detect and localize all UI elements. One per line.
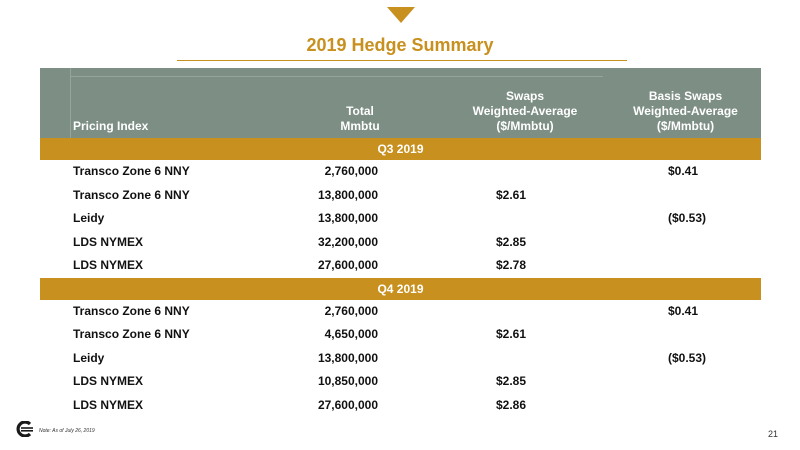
cell-swaps: $2.78 [496, 258, 527, 272]
table-row: LDS NYMEX 27,600,000 $2.78 [40, 254, 761, 278]
title-divider [177, 60, 627, 61]
cell-pricing-index: LDS NYMEX [73, 258, 144, 272]
page-number: 21 [767, 429, 778, 439]
header-basis-line-2: Weighted-Average [633, 104, 738, 118]
cell-total: 32,200,000 [317, 234, 378, 249]
cell-total: 4,650,000 [324, 327, 378, 341]
table-header: Pricing Index Total Mmbtu Swaps Weighted… [40, 68, 761, 138]
cell-swaps: $2.85 [496, 234, 527, 249]
cell-total: 13,800,000 [317, 350, 378, 365]
table-row: LDS NYMEX 27,600,000 $2.86 [40, 394, 761, 418]
cell-total: 2,760,000 [324, 164, 378, 178]
header-pricing-index: Pricing Index [73, 119, 149, 133]
cell-pricing-index: Leidy [73, 211, 105, 225]
cell-total: 2,760,000 [324, 303, 378, 318]
company-logo-icon [14, 420, 34, 442]
cell-basis: $0.41 [668, 303, 699, 318]
cell-swaps: $2.61 [496, 327, 527, 341]
table-row: Transco Zone 6 NNY 13,800,000 $2.61 [40, 184, 761, 208]
header-divider-horizontal [70, 76, 603, 77]
cell-pricing-index: Transco Zone 6 NNY [73, 187, 190, 202]
table-row: Leidy 13,800,000 ($0.53) [40, 207, 761, 231]
cell-pricing-index: Transco Zone 6 NNY [73, 327, 190, 341]
section-header-q3: Q3 2019 [40, 138, 761, 160]
header-basis-line-1: Basis Swaps [648, 89, 723, 103]
table-row: Transco Zone 6 NNY 2,760,000 $0.41 [40, 300, 761, 324]
cell-pricing-index: LDS NYMEX [73, 397, 144, 412]
cell-total: 10,850,000 [317, 374, 378, 388]
header-swaps: Swaps Weighted-Average ($/Mmbtu) [440, 89, 610, 134]
header-total-line-2: Mmbtu [340, 119, 380, 133]
section-header-q4: Q4 2019 [40, 277, 761, 300]
cell-basis: ($0.53) [668, 211, 707, 225]
hedge-summary-table: Pricing Index Total Mmbtu Swaps Weighted… [40, 68, 761, 417]
cell-total: 27,600,000 [317, 397, 378, 412]
cell-pricing-index: LDS NYMEX [73, 234, 144, 249]
triangle-marker-icon [387, 7, 415, 23]
cell-pricing-index: Leidy [73, 350, 105, 365]
cell-swaps: $2.86 [496, 397, 527, 412]
footnote: Note: As of July 26, 2019 [39, 428, 95, 434]
header-total-mmbtu: Total Mmbtu [280, 104, 440, 134]
table-row: LDS NYMEX 32,200,000 $2.85 [40, 231, 761, 255]
cell-total: 13,800,000 [317, 187, 378, 202]
header-swaps-line-2: Weighted-Average [472, 104, 578, 118]
cell-swaps: $2.85 [496, 374, 527, 388]
cell-pricing-index: Transco Zone 6 NNY [73, 164, 190, 178]
cell-total: 27,600,000 [317, 258, 378, 272]
cell-basis: $0.41 [668, 164, 699, 178]
cell-total: 13,800,000 [317, 211, 378, 225]
cell-basis: ($0.53) [668, 350, 707, 365]
cell-pricing-index: Transco Zone 6 NNY [73, 303, 190, 318]
header-basis-swaps: Basis Swaps Weighted-Average ($/Mmbtu) [610, 89, 761, 134]
header-total-line-1: Total [346, 104, 374, 118]
page-title: 2019 Hedge Summary [306, 35, 494, 55]
table-row: LDS NYMEX 10,850,000 $2.85 [40, 370, 761, 394]
table-row: Leidy 13,800,000 ($0.53) [40, 347, 761, 371]
header-swaps-line-1: Swaps [505, 89, 544, 103]
table-row: Transco Zone 6 NNY 2,760,000 $0.41 [40, 160, 761, 184]
table-row: Transco Zone 6 NNY 4,650,000 $2.61 [40, 323, 761, 347]
cell-pricing-index: LDS NYMEX [73, 374, 144, 388]
header-divider-vertical [70, 68, 71, 138]
header-basis-line-3: ($/Mmbtu) [656, 119, 715, 133]
cell-swaps: $2.61 [496, 187, 527, 202]
header-swaps-line-3: ($/Mmbtu) [496, 119, 554, 133]
